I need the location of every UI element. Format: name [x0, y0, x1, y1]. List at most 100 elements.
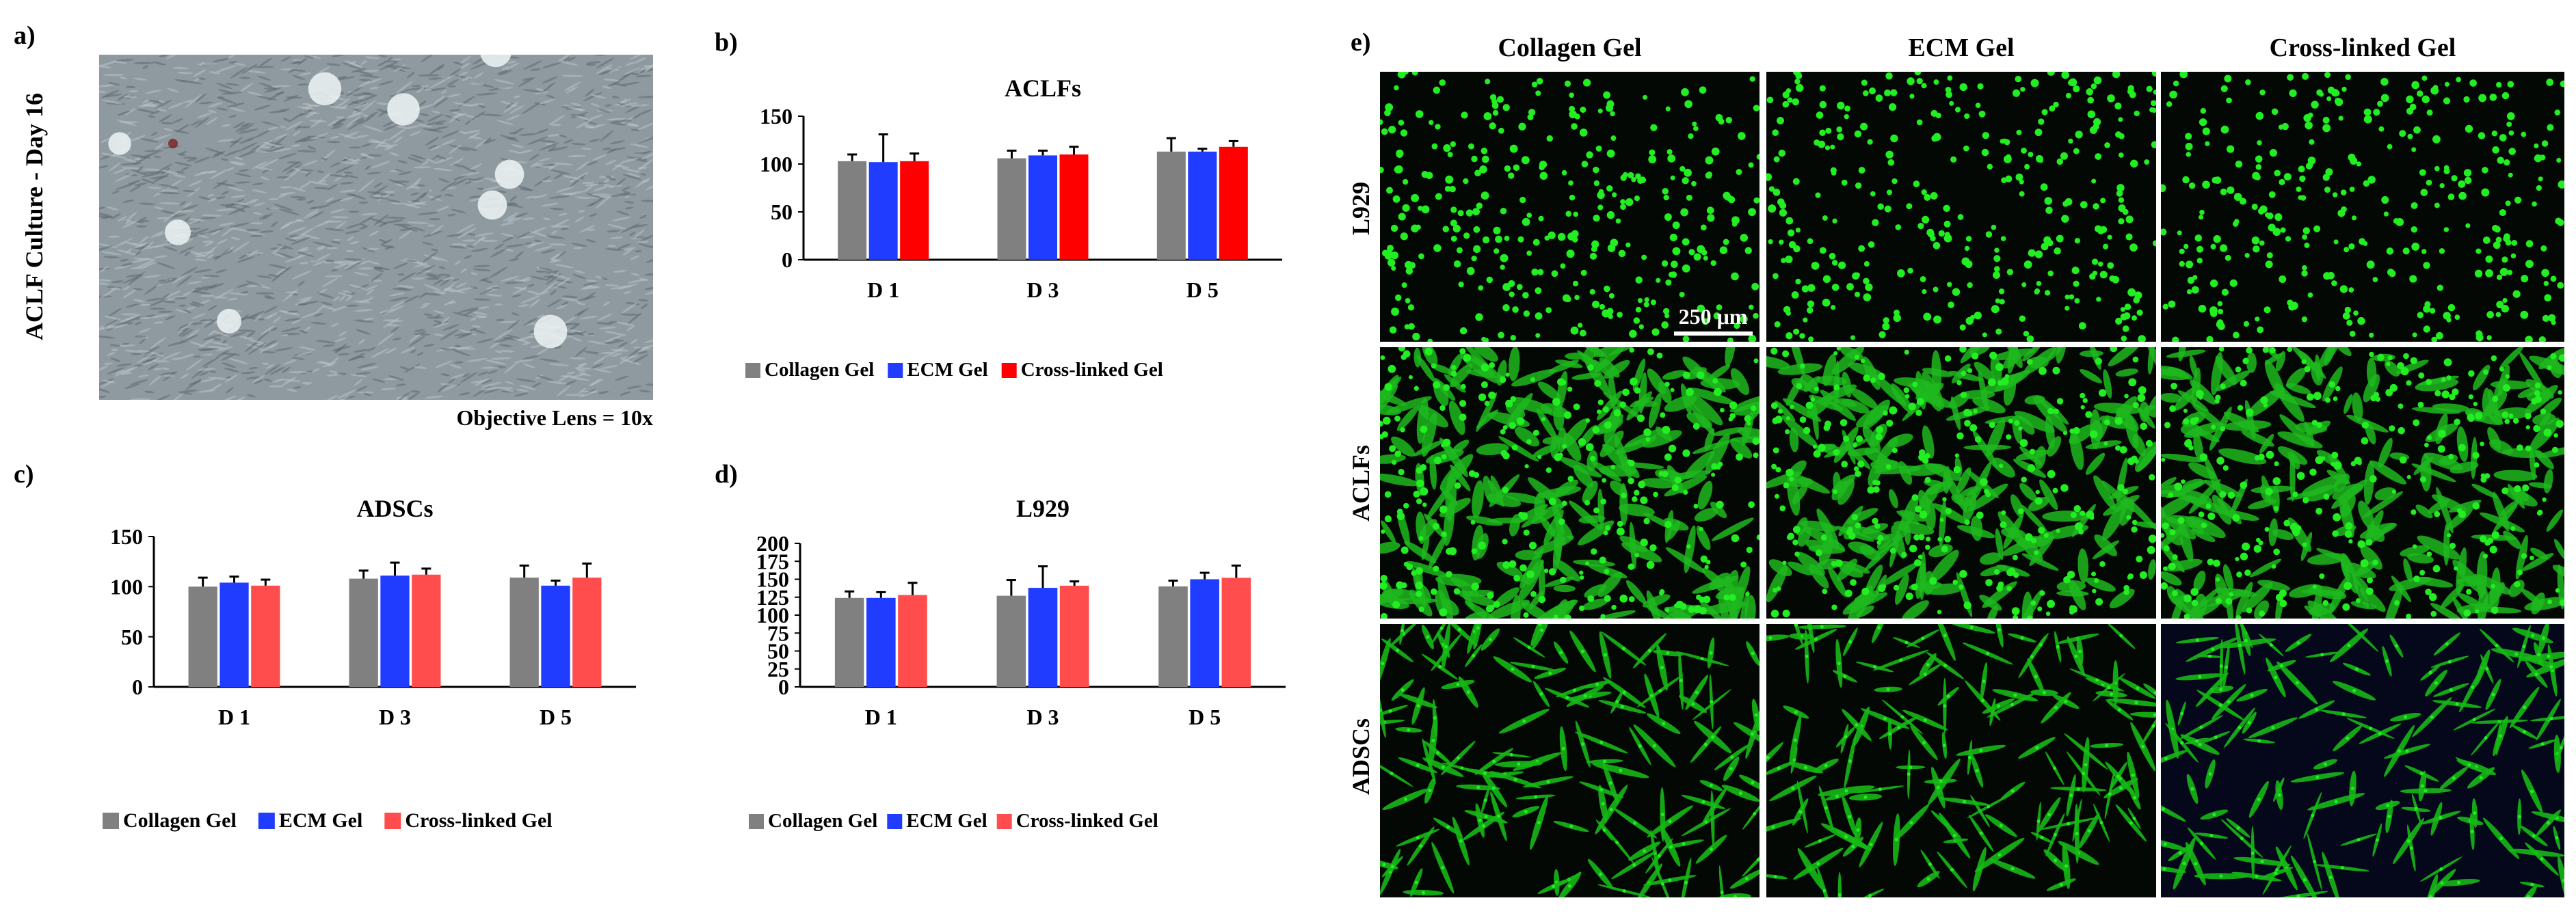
scale-bar-label: 250 μm: [1678, 304, 1748, 329]
legend-label-collagen: Collagen Gel: [768, 810, 877, 832]
panel-d-letter: d): [715, 460, 738, 489]
bar-collagen-0: [834, 597, 864, 687]
chart-d-title: L929: [1016, 495, 1070, 522]
y-tick-label: 175: [756, 549, 789, 573]
x-category-label: D 1: [218, 705, 250, 729]
panel-e-letter: e): [1351, 28, 1371, 57]
legend-swatch-collagen: [103, 813, 119, 829]
y-tick-label: 75: [767, 621, 789, 645]
x-category-label: D 1: [867, 277, 899, 302]
bar-collagen-2: [1156, 151, 1186, 260]
legend-label-crosslinked_b: Cross-linked Gel: [1021, 359, 1163, 381]
bar-crosslinked_cd-2: [1221, 578, 1251, 687]
bar-collagen-2: [509, 578, 539, 687]
bar-crosslinked_b-2: [1219, 146, 1248, 260]
bar-ecm-0: [220, 582, 249, 687]
bar-collagen-1: [997, 158, 1026, 260]
x-category-label: D 5: [540, 705, 572, 729]
y-tick-label: 100: [110, 575, 143, 599]
legend-label-collagen: Collagen Gel: [123, 809, 237, 832]
legend-swatch-collagen: [745, 363, 760, 378]
chart-b-title: ACLFs: [1005, 74, 1081, 102]
scale-bar: [1674, 331, 1753, 336]
y-tick-label: 50: [121, 625, 143, 649]
bar-crosslinked_cd-2: [572, 578, 602, 687]
micrograph-l929-crosslinked: [2161, 72, 2564, 342]
x-category-label: D 3: [1026, 705, 1059, 729]
legend-swatch-crosslinked_cd: [384, 813, 401, 829]
micrograph-aclfs-crosslinked: [2161, 347, 2564, 619]
legend-swatch-crosslinked_b: [1001, 363, 1017, 378]
chart-b-aclfs: ACLFs 0 50 100 150 D 1 D 3 D 5 Collagen Gel ECM G…: [745, 74, 1282, 381]
legend-swatch-crosslinked_cd: [996, 814, 1012, 829]
chart-c-title: ADSCs: [356, 495, 433, 522]
legend-swatch-collagen: [749, 814, 764, 829]
micrograph-adscs-ecm: [1766, 624, 2156, 897]
legend-label-crosslinked_cd: Cross-linked Gel: [405, 809, 552, 832]
y-tick-label: 0: [132, 675, 143, 699]
bar-crosslinked_cd-1: [1059, 585, 1089, 687]
bar-collagen-1: [996, 595, 1026, 687]
bar-crosslinked_cd-0: [898, 595, 927, 687]
y-tick-label: 100: [756, 603, 789, 627]
bar-crosslinked_cd-0: [251, 585, 280, 687]
chart-c-adscs: ADSCs 0 50 100 150 D 1 D 3 D 5 Collagen Gel ECM G…: [103, 495, 636, 832]
legend-label-ecm: ECM Gel: [907, 359, 987, 381]
bar-crosslinked_cd-1: [412, 574, 441, 687]
micrograph-l929-ecm: [1766, 72, 2156, 342]
bar-ecm-2: [541, 585, 570, 687]
bar-crosslinked_b-0: [900, 161, 929, 260]
bar-ecm-1: [380, 575, 410, 687]
panel-a-letter: a): [14, 21, 36, 50]
x-category-label: D 1: [865, 705, 897, 729]
y-tick-label: 125: [756, 585, 789, 610]
panel-c-letter: c): [14, 460, 34, 489]
objective-lens-caption: Objective Lens = 10x: [456, 405, 653, 430]
bar-ecm-0: [866, 597, 896, 687]
bar-ecm-2: [1190, 579, 1219, 687]
panel-b-letter: b): [715, 28, 738, 57]
phase-contrast-image: [99, 55, 653, 400]
micrograph-adscs-crosslinked: [2161, 624, 2564, 897]
bar-ecm-1: [1028, 588, 1058, 687]
column-header-collagen: Collagen Gel: [1498, 33, 1642, 62]
micrograph-aclfs-collagen: [1380, 347, 1760, 619]
column-header-ecm: ECM Gel: [1908, 33, 2015, 62]
bar-collagen-0: [838, 161, 867, 260]
y-tick-label: 150: [110, 524, 143, 549]
legend-label-ecm: ECM Gel: [906, 810, 987, 832]
legend-label-ecm: ECM Gel: [279, 809, 362, 832]
y-tick-label: 25: [767, 657, 789, 681]
column-header-crosslinked: Cross-linked Gel: [2269, 33, 2456, 62]
bar-collagen-2: [1158, 586, 1188, 687]
legend-swatch-ecm: [887, 814, 903, 829]
x-category-label: D 5: [1186, 277, 1219, 302]
row-label-aclfs: ACLFs: [1347, 445, 1375, 522]
legend-swatch-ecm: [888, 363, 903, 378]
y-tick-label: 100: [760, 152, 793, 176]
micrograph-aclfs-ecm: [1766, 347, 2156, 619]
bar-ecm-0: [868, 162, 898, 260]
legend-label-collagen: Collagen Gel: [765, 359, 874, 381]
y-tick-label: 0: [782, 247, 793, 272]
x-category-label: D 3: [379, 705, 411, 729]
panel-a-side-label: ACLF Culture - Day 16: [21, 93, 48, 340]
legend-label-crosslinked_cd: Cross-linked Gel: [1016, 810, 1158, 832]
y-tick-label: 150: [760, 104, 793, 128]
bar-collagen-1: [349, 578, 378, 687]
bar-crosslinked_b-1: [1059, 154, 1089, 260]
y-tick-label: 0: [778, 675, 789, 699]
legend-swatch-ecm: [258, 813, 275, 829]
y-tick-label: 50: [767, 639, 789, 664]
y-tick-label: 200: [756, 531, 789, 556]
micrograph-l929-collagen: [1380, 72, 1760, 342]
bar-collagen-0: [188, 586, 217, 687]
micrograph-adscs-collagen: [1380, 624, 1760, 897]
x-category-label: D 5: [1189, 705, 1221, 729]
x-category-label: D 3: [1026, 277, 1059, 302]
bar-ecm-2: [1188, 151, 1217, 260]
y-tick-label: 150: [756, 567, 789, 592]
row-label-adscs: ADSCs: [1347, 718, 1375, 796]
y-tick-label: 50: [771, 200, 793, 224]
bar-ecm-1: [1028, 155, 1057, 260]
